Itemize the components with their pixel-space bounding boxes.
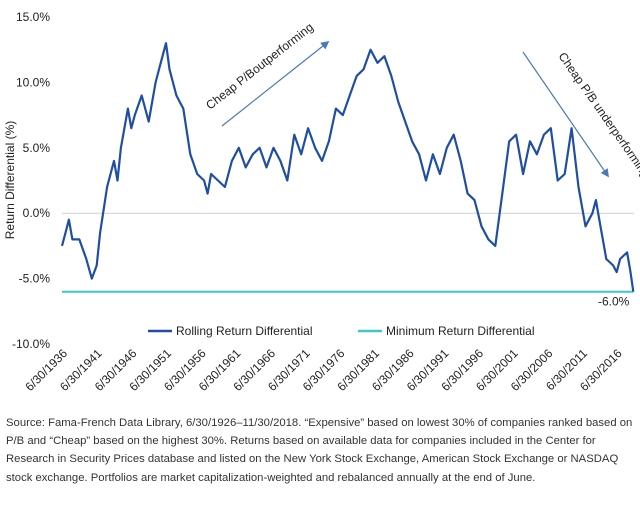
legend-label: Rolling Return Differential (176, 324, 313, 338)
annotation: Cheap P/Boutperforming (203, 20, 316, 112)
series-line (60, 42, 635, 292)
y-tick-label: 0.0% (23, 206, 51, 220)
y-tick-label: 10.0% (16, 75, 50, 89)
arrow (522, 51, 609, 178)
chart: Return Differential (%) Cheap P/Boutperf… (3, 10, 640, 394)
y-tick-label: -5.0% (19, 272, 51, 286)
source-note: Source: Fama-French Data Library, 6/30/1… (6, 417, 633, 484)
legend-label: Minimum Return Differential (386, 324, 535, 338)
y-tick-label: 15.0% (16, 10, 50, 24)
arrow (221, 40, 330, 127)
y-tick-label: 5.0% (23, 141, 51, 155)
data-label: -6.0% (598, 295, 630, 309)
y-tick-label: -10.0% (12, 337, 50, 351)
y-axis-label: Return Differential (%) (3, 121, 17, 240)
